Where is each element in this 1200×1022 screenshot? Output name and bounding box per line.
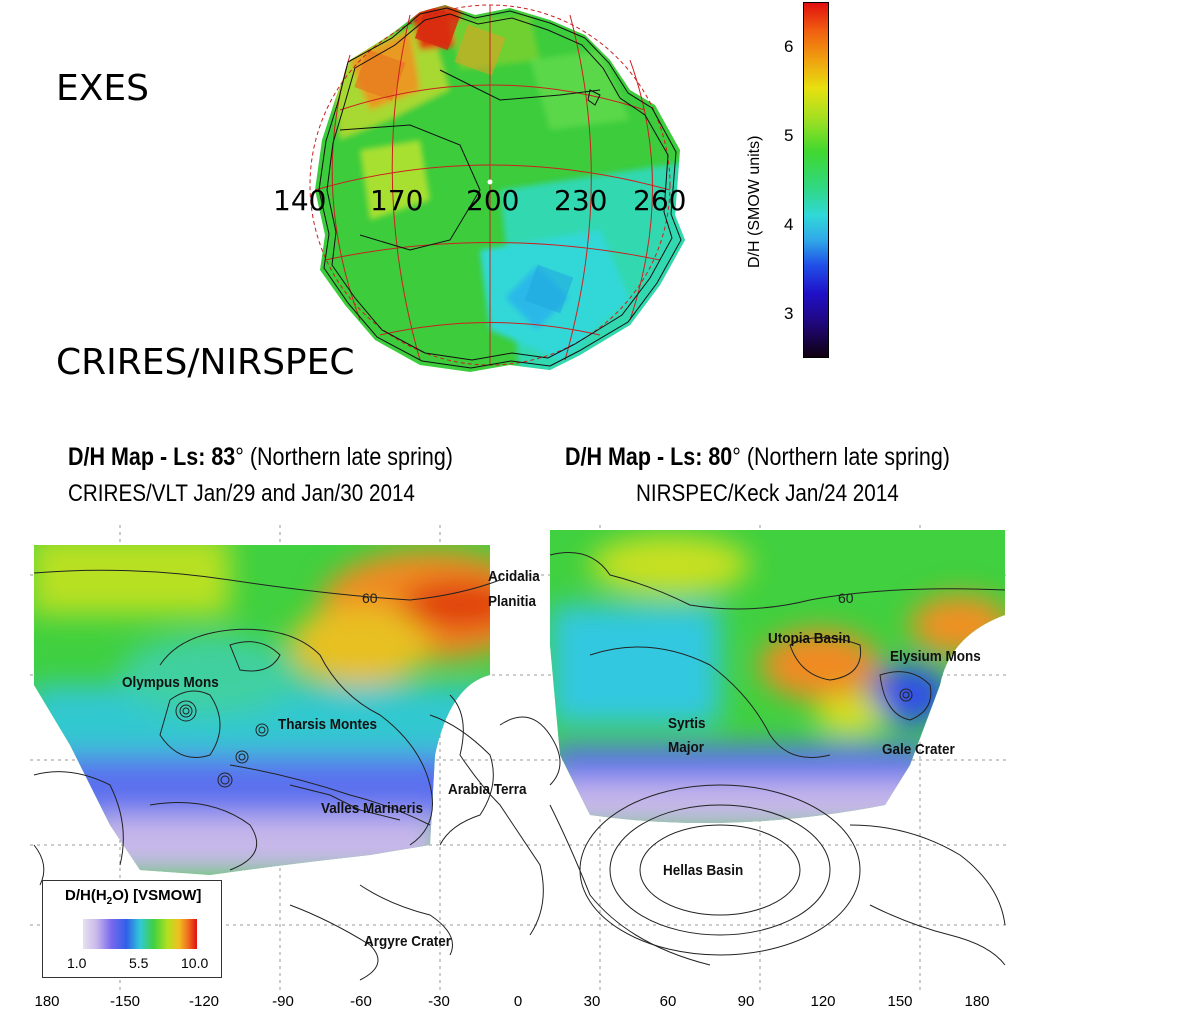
feature-acidalia: Acidalia bbox=[488, 568, 540, 585]
x-tick-60: 60 bbox=[659, 993, 677, 1010]
lon-label-230: 230 bbox=[554, 184, 608, 217]
feature-arabia-terra: Arabia Terra bbox=[448, 781, 527, 798]
x-axis: 180 -150 -120 -90 -60 -30 0 30 60 90 120… bbox=[0, 990, 1200, 1020]
map-left-title: D/H Map - Ls: 83° (Northern late spring) bbox=[68, 443, 453, 471]
feature-elysium-mons: Elysium Mons bbox=[890, 648, 981, 665]
globe-center-marker bbox=[487, 179, 493, 185]
feature-major: Major bbox=[668, 739, 705, 756]
feature-planitia: Planitia bbox=[488, 593, 537, 610]
x-tick-minus150: -150 bbox=[109, 993, 141, 1010]
map-left-subtitle: CRIRES/VLT Jan/29 and Jan/30 2014 bbox=[68, 480, 415, 507]
feature-argyre-crater: Argyre Crater bbox=[364, 933, 452, 950]
x-tick-minus120: -120 bbox=[188, 993, 220, 1010]
x-tick-0: 0 bbox=[513, 993, 523, 1010]
x-tick-30: 30 bbox=[583, 993, 601, 1010]
exes-globe-map bbox=[309, 4, 685, 372]
colorbar-title: D/H (SMOW units) bbox=[746, 135, 763, 268]
x-tick-minus30: -30 bbox=[428, 993, 450, 1010]
dh-legend-colorbar bbox=[83, 919, 197, 949]
mars-dh-maps bbox=[30, 525, 1010, 990]
dh-legend-tick-10: 10.0 bbox=[181, 955, 209, 971]
instrument-label-exes: EXES bbox=[56, 68, 150, 109]
dh-legend-tick-1: 1.0 bbox=[67, 955, 87, 971]
map-right-title: D/H Map - Ls: 80° (Northern late spring) bbox=[565, 443, 950, 471]
contour-label-left: 60 bbox=[362, 590, 378, 606]
lon-label-200: 200 bbox=[466, 184, 520, 217]
lon-label-140: 140 bbox=[273, 184, 327, 217]
colorbar-tick-4: 4 bbox=[784, 215, 794, 234]
feature-utopia-basin: Utopia Basin bbox=[768, 630, 851, 647]
colorbar bbox=[803, 2, 829, 358]
colorbar-tick-3: 3 bbox=[784, 304, 794, 323]
x-tick-minus90: -90 bbox=[272, 993, 294, 1010]
feature-syrtis: Syrtis bbox=[668, 715, 706, 732]
x-tick-180-left: 180 bbox=[34, 993, 60, 1010]
colorbar-tick-5: 5 bbox=[784, 126, 794, 145]
feature-valles-marineris: Valles Marineris bbox=[321, 800, 424, 817]
lon-label-170: 170 bbox=[370, 184, 424, 217]
dh-legend: D/H(H2O) [VSMOW] 1.0 5.5 10.0 bbox=[42, 880, 222, 978]
instrument-label-crires-nirspec: CRIRES/NIRSPEC bbox=[56, 342, 355, 383]
feature-hellas-basin: Hellas Basin bbox=[663, 862, 744, 879]
dh-legend-title: D/H(H2O) [VSMOW] bbox=[65, 887, 202, 907]
lon-label-260: 260 bbox=[633, 184, 687, 217]
x-tick-90: 90 bbox=[737, 993, 755, 1010]
x-tick-minus60: -60 bbox=[350, 993, 372, 1010]
feature-tharsis-montes: Tharsis Montes bbox=[278, 716, 378, 733]
x-tick-120: 120 bbox=[810, 993, 836, 1010]
map-right-subtitle: NIRSPEC/Keck Jan/24 2014 bbox=[636, 480, 899, 507]
x-tick-180-right: 180 bbox=[964, 993, 990, 1010]
dh-legend-tick-5-5: 5.5 bbox=[129, 955, 149, 971]
colorbar-tick-6: 6 bbox=[784, 37, 794, 56]
feature-olympus-mons: Olympus Mons bbox=[122, 674, 219, 691]
contour-label-right: 60 bbox=[838, 590, 854, 606]
feature-gale-crater: Gale Crater bbox=[882, 741, 955, 758]
x-tick-150: 150 bbox=[887, 993, 913, 1010]
